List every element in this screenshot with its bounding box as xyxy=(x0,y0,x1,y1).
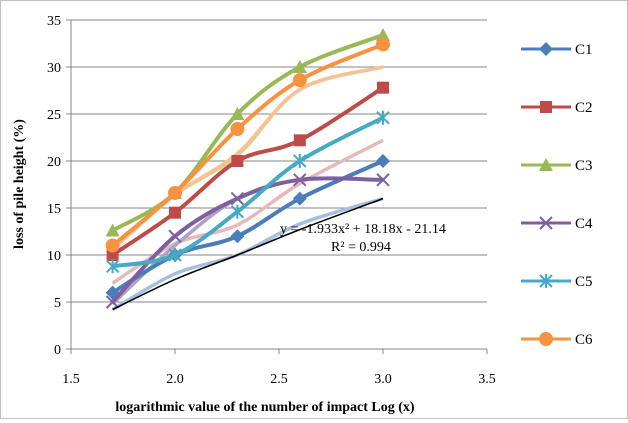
legend-item-c5: C5 xyxy=(521,274,593,290)
point-c1-2 xyxy=(230,229,245,244)
legend-marker-c5 xyxy=(539,274,553,288)
x-tick-label: 3.0 xyxy=(374,372,392,387)
point-c2-4 xyxy=(377,81,389,94)
point-c3-0 xyxy=(105,223,120,237)
point-c4-4 xyxy=(376,173,390,187)
legend-label-c3: C3 xyxy=(575,158,593,174)
y-tick-label: 0 xyxy=(54,343,61,358)
point-c6-4 xyxy=(376,37,390,52)
point-c5-4 xyxy=(376,110,390,125)
point-c5-2 xyxy=(230,204,245,219)
legend-label-c2: C2 xyxy=(575,100,593,116)
legend-item-c1: C1 xyxy=(521,42,593,58)
point-c3-2 xyxy=(230,107,245,120)
point-c6-1 xyxy=(168,185,182,200)
series-c5 xyxy=(105,110,390,274)
y-tick-label: 35 xyxy=(47,14,61,29)
legend-label-c4: C4 xyxy=(575,216,593,232)
y-tick-labels: 0 5 10 15 20 25 30 35 xyxy=(47,14,71,358)
series-c4 xyxy=(105,173,390,309)
gridlines xyxy=(71,19,487,303)
legend-marker-c1 xyxy=(539,42,553,56)
legend-item-c6: C6 xyxy=(521,332,593,348)
point-c2-0 xyxy=(106,249,119,261)
point-c3-4 xyxy=(376,28,390,42)
point-c4-1 xyxy=(168,229,182,243)
legend-item-c4: C4 xyxy=(521,216,593,232)
point-c1-4 xyxy=(376,154,390,168)
point-c5-0 xyxy=(105,259,120,274)
legend-marker-c4 xyxy=(539,216,553,230)
point-c6-2 xyxy=(230,122,245,137)
x-tick-label: 2.5 xyxy=(270,372,288,387)
point-c3-3 xyxy=(292,60,307,73)
legend: C1 C2 C3 C4 C5 C6 xyxy=(521,42,593,348)
legend-label-c5: C5 xyxy=(575,274,593,290)
y-tick-label: 15 xyxy=(47,202,61,217)
trend-equation: y = -1.933x² + 18.18x - 21.14 xyxy=(280,222,446,237)
legend-label-c6: C6 xyxy=(575,332,593,348)
legend-item-c2: C2 xyxy=(521,100,593,116)
y-tick-label: 30 xyxy=(47,61,61,76)
point-c4-2 xyxy=(230,191,245,206)
point-c5-3 xyxy=(293,154,307,168)
point-c2-1 xyxy=(169,206,181,219)
point-c4-3 xyxy=(293,173,307,187)
y-tick-label: 10 xyxy=(47,249,61,264)
polynomial-fit-line xyxy=(112,197,384,311)
point-c6-3 xyxy=(292,73,307,88)
legend-marker-c3 xyxy=(539,158,553,171)
point-c1-3 xyxy=(292,191,307,206)
point-c2-3 xyxy=(293,134,306,147)
x-tick-label: 2.0 xyxy=(166,372,184,387)
series-c6 xyxy=(105,37,390,253)
x-tick-labels: 1.5 2.0 2.5 3.0 3.5 xyxy=(62,349,496,387)
legend-item-c3: C3 xyxy=(521,158,593,174)
trend-r-squared: R² = 0.994 xyxy=(331,240,391,255)
y-tick-label: 5 xyxy=(54,296,61,311)
legend-marker-c2 xyxy=(540,101,552,113)
point-c5-1 xyxy=(168,248,182,262)
x-tick-label: 3.5 xyxy=(478,372,496,387)
fit-line xyxy=(112,197,384,311)
series-c2 xyxy=(106,81,389,261)
y-tick-label: 20 xyxy=(47,155,61,170)
data-series xyxy=(105,28,390,309)
x-axis-title: logarithmic value of the number of impac… xyxy=(115,400,414,415)
legend-marker-c6 xyxy=(539,332,553,346)
point-c2-2 xyxy=(231,155,244,167)
x-tick-label: 1.5 xyxy=(62,372,80,387)
y-axis-title: loss of pile height (%) xyxy=(12,119,27,249)
point-c6-0 xyxy=(105,238,120,253)
y-tick-label: 25 xyxy=(47,108,61,123)
point-c4-0 xyxy=(105,295,120,309)
legend-label-c1: C1 xyxy=(575,42,593,58)
